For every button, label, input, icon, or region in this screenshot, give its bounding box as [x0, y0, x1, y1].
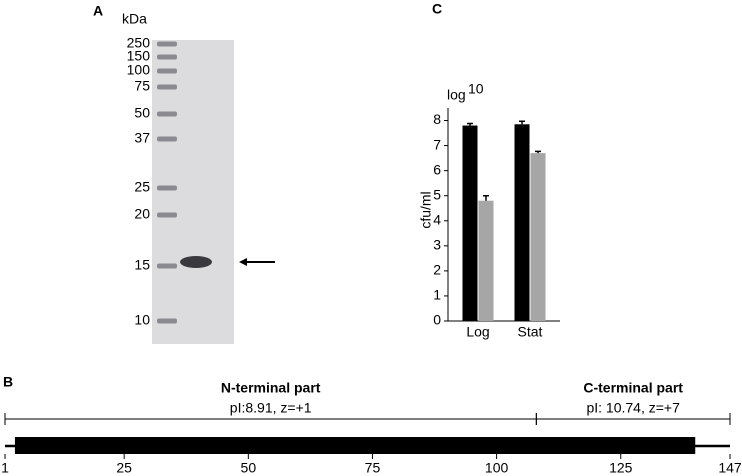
segment-detail: pI: 10.74, z=+7 — [586, 400, 680, 416]
protein-band — [180, 256, 212, 268]
tick-label: 50 — [241, 460, 257, 476]
tick-label: 100 — [485, 460, 509, 476]
error-bar — [535, 150, 541, 154]
y-tick-label: 5 — [433, 186, 441, 202]
ladder-band — [157, 212, 177, 218]
bar — [514, 124, 530, 321]
y-tick-label: 2 — [433, 262, 441, 278]
y-tick-label: 6 — [433, 161, 441, 177]
panel-label: C — [432, 1, 442, 17]
marker-label: 25 — [134, 179, 150, 195]
y-label-suffix: 10 — [468, 81, 484, 97]
marker-label: 20 — [134, 206, 150, 222]
y-tick-label: 4 — [433, 211, 441, 227]
y-tick-label: 1 — [433, 287, 441, 303]
marker-label: 50 — [134, 105, 150, 121]
arrow-head — [239, 258, 247, 266]
tick-label: 1 — [1, 460, 9, 476]
marker-label: 15 — [134, 257, 150, 273]
y-label-prefix: log — [447, 87, 466, 103]
panel-label: B — [3, 374, 13, 390]
y-tick-label: 7 — [433, 136, 441, 152]
marker-label: 10 — [134, 312, 150, 328]
ladder-band — [157, 185, 177, 191]
marker-label: 100 — [127, 62, 151, 78]
x-tick-label: Stat — [518, 324, 543, 340]
ladder-band — [157, 68, 177, 74]
marker-label: 250 — [127, 35, 151, 51]
tick-label: 75 — [365, 460, 381, 476]
ladder-band — [157, 41, 177, 47]
error-bar — [483, 194, 489, 201]
ladder-band — [157, 84, 177, 90]
error-bar — [467, 122, 473, 126]
y-label: cfu/ml — [418, 191, 434, 228]
error-bar — [519, 120, 525, 125]
bar — [462, 125, 478, 322]
bar — [530, 153, 546, 321]
marker-label: 150 — [127, 48, 151, 64]
segment-detail: pI:8.91, z=+1 — [230, 400, 312, 416]
unit-label: kDa — [122, 11, 147, 27]
ladder-band — [157, 54, 177, 60]
ladder-band — [157, 318, 177, 324]
domain — [14, 437, 696, 454]
domain-label: lysozyme domain — [271, 436, 379, 452]
marker-label: 37 — [134, 130, 150, 146]
tick-label: 147 — [718, 460, 742, 476]
marker-label: 75 — [134, 78, 150, 94]
tick-label: 125 — [609, 460, 633, 476]
y-tick-label: 3 — [433, 237, 441, 253]
ladder-band — [157, 136, 177, 142]
x-tick-label: Log — [466, 324, 489, 340]
segment-title: C-terminal part — [583, 380, 683, 396]
ladder-band — [157, 263, 177, 269]
ladder-band — [157, 111, 177, 117]
gel — [152, 40, 234, 344]
tick-label: 25 — [116, 460, 132, 476]
bar — [478, 200, 494, 321]
y-tick-label: 8 — [433, 111, 441, 127]
y-tick-label: 0 — [433, 312, 441, 328]
segment-title: N-terminal part — [221, 380, 321, 396]
panel-label: A — [93, 3, 103, 19]
